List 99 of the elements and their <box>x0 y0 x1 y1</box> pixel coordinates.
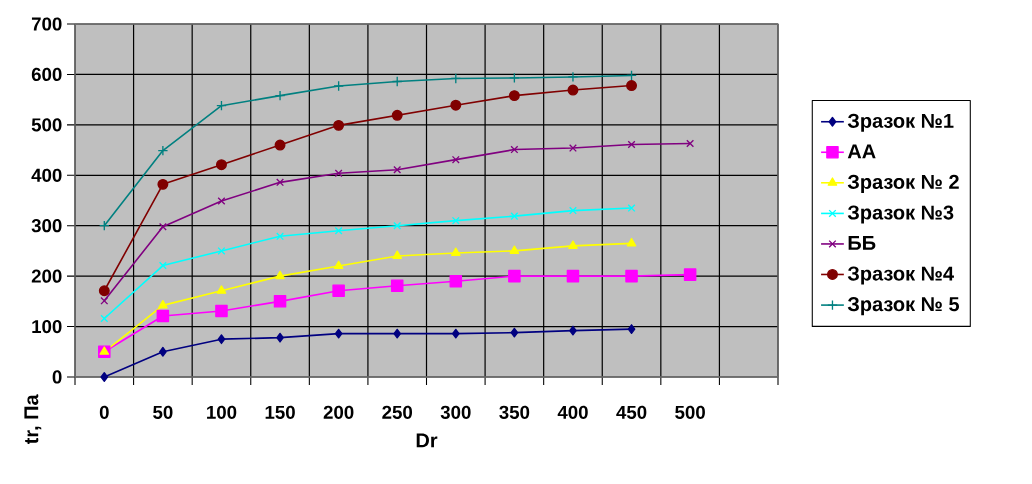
point <box>683 268 697 281</box>
point <box>217 334 226 345</box>
point <box>393 221 402 230</box>
point <box>216 100 227 112</box>
point <box>569 325 577 336</box>
point <box>627 140 636 149</box>
point <box>159 346 167 357</box>
point <box>450 73 462 84</box>
x-tick-label: 150 <box>265 405 295 419</box>
x-tick-label: 350 <box>499 405 530 419</box>
y-tick-label: 100 <box>32 319 62 334</box>
point <box>391 76 403 87</box>
y-tick-label: 700 <box>31 17 62 31</box>
point <box>568 206 577 215</box>
point <box>276 232 285 241</box>
point <box>157 178 169 190</box>
point <box>568 144 577 153</box>
point <box>566 269 580 283</box>
point <box>333 119 345 131</box>
point <box>449 274 463 288</box>
point <box>215 159 227 171</box>
point <box>390 279 404 292</box>
point <box>216 285 227 294</box>
x-tick-label: 300 <box>440 405 471 419</box>
point <box>157 145 169 156</box>
point <box>100 296 109 305</box>
point <box>450 99 462 111</box>
legend-label: Зразок № 5 <box>847 297 960 316</box>
point <box>568 240 578 249</box>
point <box>451 155 460 164</box>
point <box>276 332 284 343</box>
x-tick-label: 0 <box>99 405 109 419</box>
x-tick-label: 450 <box>616 405 647 419</box>
point <box>158 222 167 231</box>
point <box>217 197 226 205</box>
legend-label: АА <box>847 144 876 159</box>
point <box>567 71 579 83</box>
point <box>276 178 285 187</box>
point <box>158 299 168 309</box>
point <box>334 328 343 339</box>
y-tick-label: 300 <box>31 219 62 233</box>
point <box>98 220 110 232</box>
point <box>508 90 520 102</box>
y-tick-label: 500 <box>31 118 62 132</box>
point <box>509 245 520 254</box>
point <box>393 328 402 339</box>
y-tick-label: 0 <box>52 370 62 384</box>
point <box>334 169 343 178</box>
point <box>625 269 638 283</box>
x-axis-title: Dr <box>416 433 438 448</box>
legend-label: Зразок № 2 <box>847 174 959 193</box>
y-tick-label: 400 <box>31 168 62 182</box>
point <box>273 295 287 308</box>
y-tick-label: 600 <box>31 67 62 82</box>
point <box>393 165 402 174</box>
y-axis-title: tr, Па <box>24 394 42 445</box>
x-tick-label: 400 <box>557 405 588 419</box>
point <box>627 324 636 335</box>
point <box>391 109 403 121</box>
point <box>508 269 521 283</box>
point <box>626 237 637 247</box>
point <box>158 261 167 270</box>
point <box>510 145 519 154</box>
point <box>274 139 286 151</box>
legend-label: Зразок №3 <box>847 205 954 224</box>
point <box>100 314 109 323</box>
point <box>217 246 226 255</box>
point <box>334 226 343 235</box>
legend-label: Зразок №4 <box>847 266 954 285</box>
point <box>510 212 519 221</box>
point <box>626 80 638 91</box>
point <box>332 284 345 298</box>
point <box>509 72 520 84</box>
point <box>333 260 344 270</box>
point <box>451 216 460 225</box>
point <box>392 250 403 260</box>
point <box>450 247 461 257</box>
legend-label: ББ <box>848 236 876 250</box>
point <box>99 346 110 355</box>
point <box>100 372 109 382</box>
point <box>275 270 285 280</box>
y-tick-label: 200 <box>31 269 62 283</box>
point <box>510 327 519 338</box>
x-tick-label: 100 <box>207 405 237 419</box>
point <box>98 285 110 297</box>
x-tick-label: 250 <box>382 405 413 419</box>
point <box>686 139 695 148</box>
legend-label: Зразок №1 <box>847 113 954 132</box>
point <box>626 70 637 81</box>
point <box>333 80 344 92</box>
x-tick-label: 50 <box>153 405 173 419</box>
point <box>627 204 636 213</box>
point <box>274 90 286 101</box>
x-tick-label: 200 <box>323 405 354 419</box>
x-tick-label: 500 <box>675 405 705 419</box>
point <box>567 84 579 96</box>
point <box>156 309 170 323</box>
point <box>451 328 460 339</box>
point <box>215 304 228 318</box>
